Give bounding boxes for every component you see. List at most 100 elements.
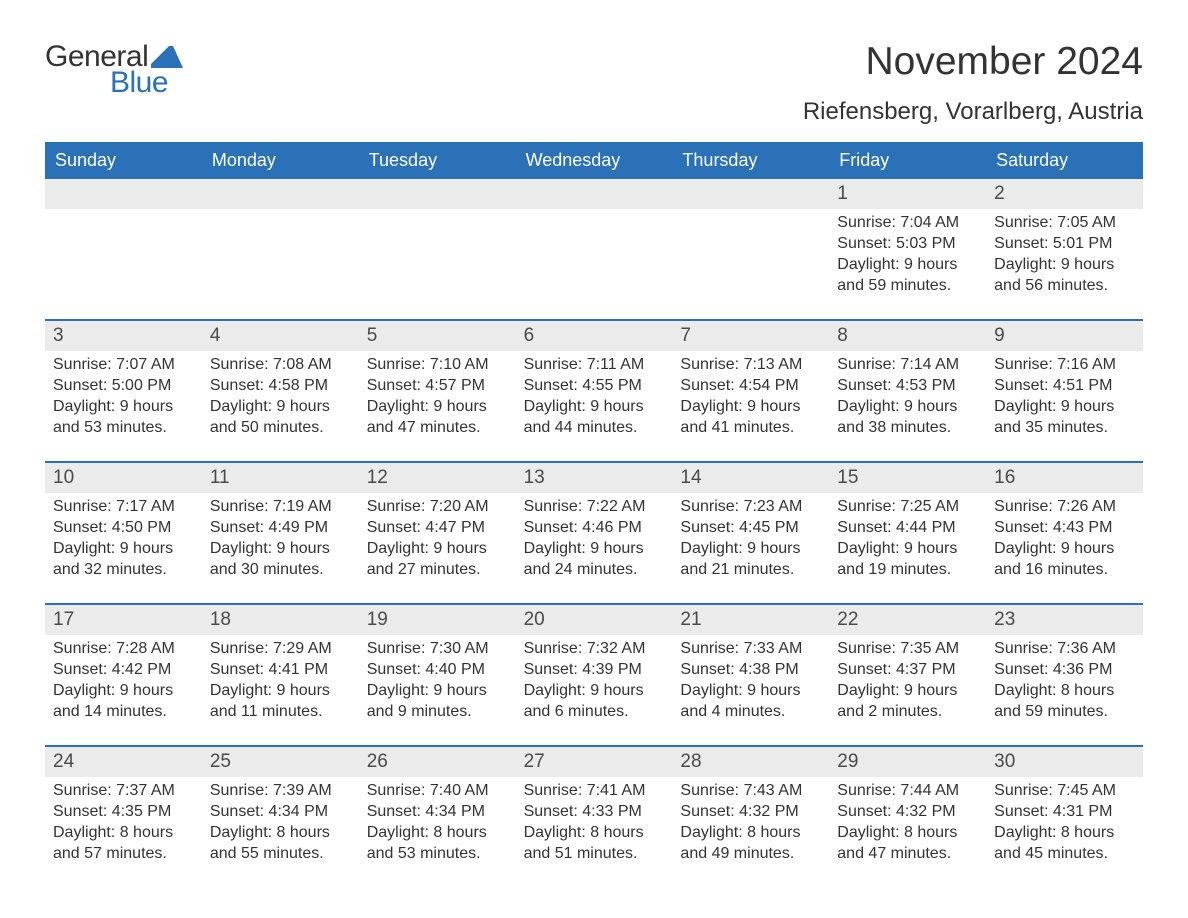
day-header-cell: Friday — [829, 142, 986, 179]
daynum-cell: 13 — [516, 463, 673, 493]
day-sunrise: Sunrise: 7:40 AM — [367, 781, 508, 801]
day-sunset: Sunset: 4:46 PM — [524, 518, 665, 538]
logo-text-blue: Blue — [110, 66, 168, 100]
day-d1: Daylight: 9 hours — [524, 681, 665, 701]
day-d1: Daylight: 9 hours — [53, 539, 194, 559]
day-sunrise: Sunrise: 7:30 AM — [367, 639, 508, 659]
daynum-cell: 25 — [202, 747, 359, 777]
day-content-cell — [45, 209, 202, 301]
day-sunset: Sunset: 4:32 PM — [680, 802, 821, 822]
day-d2: and 14 minutes. — [53, 702, 194, 722]
daynum-cell: 17 — [45, 605, 202, 635]
day-sunset: Sunset: 4:58 PM — [210, 376, 351, 396]
day-content-cell — [359, 209, 516, 301]
day-content-cell: Sunrise: 7:40 AMSunset: 4:34 PMDaylight:… — [359, 777, 516, 869]
title-block: November 2024 Riefensberg, Vorarlberg, A… — [803, 40, 1143, 138]
day-sunrise: Sunrise: 7:35 AM — [837, 639, 978, 659]
day-d1: Daylight: 8 hours — [524, 823, 665, 843]
day-d1: Daylight: 8 hours — [53, 823, 194, 843]
day-content-cell: Sunrise: 7:37 AMSunset: 4:35 PMDaylight:… — [45, 777, 202, 869]
daynum-cell — [202, 179, 359, 209]
day-header-row: SundayMondayTuesdayWednesdayThursdayFrid… — [45, 142, 1143, 179]
daynum-cell: 6 — [516, 321, 673, 351]
day-sunset: Sunset: 4:40 PM — [367, 660, 508, 680]
day-sunrise: Sunrise: 7:39 AM — [210, 781, 351, 801]
day-d2: and 59 minutes. — [994, 702, 1135, 722]
day-sunrise: Sunrise: 7:23 AM — [680, 497, 821, 517]
daynum-cell: 9 — [986, 321, 1143, 351]
day-content-cell: Sunrise: 7:28 AMSunset: 4:42 PMDaylight:… — [45, 635, 202, 727]
day-content-cell: Sunrise: 7:32 AMSunset: 4:39 PMDaylight:… — [516, 635, 673, 727]
daynum-cell: 16 — [986, 463, 1143, 493]
day-sunrise: Sunrise: 7:44 AM — [837, 781, 978, 801]
daynum-row: 24252627282930 — [45, 747, 1143, 777]
day-d1: Daylight: 9 hours — [837, 397, 978, 417]
day-d2: and 53 minutes. — [367, 844, 508, 864]
logo-triangle-icon — [151, 46, 183, 68]
day-content-cell: Sunrise: 7:33 AMSunset: 4:38 PMDaylight:… — [672, 635, 829, 727]
day-content-cell: Sunrise: 7:43 AMSunset: 4:32 PMDaylight:… — [672, 777, 829, 869]
day-d1: Daylight: 8 hours — [994, 681, 1135, 701]
day-d1: Daylight: 8 hours — [680, 823, 821, 843]
daynum-cell: 23 — [986, 605, 1143, 635]
day-content-cell: Sunrise: 7:04 AMSunset: 5:03 PMDaylight:… — [829, 209, 986, 301]
day-sunrise: Sunrise: 7:19 AM — [210, 497, 351, 517]
day-sunrise: Sunrise: 7:28 AM — [53, 639, 194, 659]
day-sunrise: Sunrise: 7:32 AM — [524, 639, 665, 659]
daynum-cell: 18 — [202, 605, 359, 635]
daynum-cell: 14 — [672, 463, 829, 493]
daynum-cell: 27 — [516, 747, 673, 777]
day-d1: Daylight: 9 hours — [210, 681, 351, 701]
day-sunset: Sunset: 4:57 PM — [367, 376, 508, 396]
daynum-row: 17181920212223 — [45, 605, 1143, 635]
day-d2: and 47 minutes. — [367, 418, 508, 438]
day-d1: Daylight: 9 hours — [994, 255, 1135, 275]
day-d1: Daylight: 9 hours — [994, 539, 1135, 559]
day-d2: and 6 minutes. — [524, 702, 665, 722]
day-sunset: Sunset: 5:01 PM — [994, 234, 1135, 254]
content-row: Sunrise: 7:07 AMSunset: 5:00 PMDaylight:… — [45, 351, 1143, 461]
day-d1: Daylight: 8 hours — [837, 823, 978, 843]
calendar: SundayMondayTuesdayWednesdayThursdayFrid… — [45, 142, 1143, 875]
day-d1: Daylight: 9 hours — [524, 539, 665, 559]
day-sunrise: Sunrise: 7:08 AM — [210, 355, 351, 375]
day-d2: and 44 minutes. — [524, 418, 665, 438]
day-d2: and 21 minutes. — [680, 560, 821, 580]
day-d2: and 9 minutes. — [367, 702, 508, 722]
calendar-week: 12Sunrise: 7:04 AMSunset: 5:03 PMDayligh… — [45, 179, 1143, 319]
day-content-cell: Sunrise: 7:19 AMSunset: 4:49 PMDaylight:… — [202, 493, 359, 585]
day-content-cell: Sunrise: 7:30 AMSunset: 4:40 PMDaylight:… — [359, 635, 516, 727]
day-d2: and 2 minutes. — [837, 702, 978, 722]
day-d2: and 24 minutes. — [524, 560, 665, 580]
day-d2: and 56 minutes. — [994, 276, 1135, 296]
daynum-cell: 12 — [359, 463, 516, 493]
content-row: Sunrise: 7:37 AMSunset: 4:35 PMDaylight:… — [45, 777, 1143, 875]
day-d1: Daylight: 9 hours — [524, 397, 665, 417]
day-d2: and 59 minutes. — [837, 276, 978, 296]
day-sunrise: Sunrise: 7:45 AM — [994, 781, 1135, 801]
day-sunset: Sunset: 4:50 PM — [53, 518, 194, 538]
day-sunset: Sunset: 4:51 PM — [994, 376, 1135, 396]
day-d2: and 49 minutes. — [680, 844, 821, 864]
day-d1: Daylight: 9 hours — [680, 681, 821, 701]
daynum-cell: 24 — [45, 747, 202, 777]
day-sunset: Sunset: 4:43 PM — [994, 518, 1135, 538]
day-header-cell: Thursday — [672, 142, 829, 179]
day-header-cell: Saturday — [986, 142, 1143, 179]
daynum-row: 10111213141516 — [45, 463, 1143, 493]
daynum-cell: 2 — [986, 179, 1143, 209]
daynum-cell — [516, 179, 673, 209]
day-sunset: Sunset: 5:00 PM — [53, 376, 194, 396]
day-sunrise: Sunrise: 7:37 AM — [53, 781, 194, 801]
day-sunrise: Sunrise: 7:10 AM — [367, 355, 508, 375]
daynum-cell: 29 — [829, 747, 986, 777]
day-sunset: Sunset: 5:03 PM — [837, 234, 978, 254]
content-row: Sunrise: 7:17 AMSunset: 4:50 PMDaylight:… — [45, 493, 1143, 603]
daynum-cell: 8 — [829, 321, 986, 351]
daynum-cell: 5 — [359, 321, 516, 351]
day-content-cell: Sunrise: 7:25 AMSunset: 4:44 PMDaylight:… — [829, 493, 986, 585]
day-d2: and 16 minutes. — [994, 560, 1135, 580]
day-sunrise: Sunrise: 7:13 AM — [680, 355, 821, 375]
day-sunset: Sunset: 4:38 PM — [680, 660, 821, 680]
day-d1: Daylight: 8 hours — [210, 823, 351, 843]
